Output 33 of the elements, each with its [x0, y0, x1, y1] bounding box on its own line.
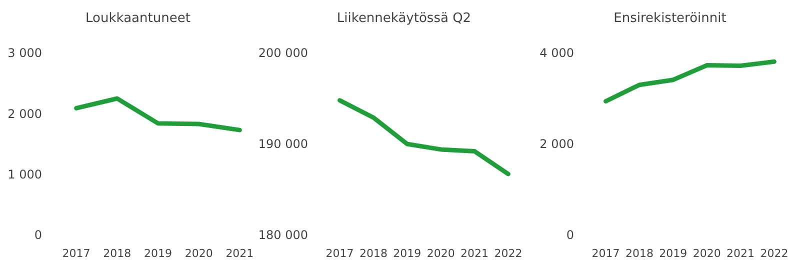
x-tick-label: 2020	[184, 247, 213, 260]
x-tick-label: 2017	[62, 247, 90, 260]
chart-title: Loukkaantuneet	[86, 11, 190, 26]
y-tick-label: 0	[34, 228, 42, 242]
x-tick-label: 2018	[625, 247, 654, 260]
x-tick-label: 2019	[144, 247, 172, 260]
x-tick-label: 2020	[692, 247, 721, 260]
y-tick-label: 2 000	[540, 137, 574, 152]
y-tick-label: 0	[566, 228, 574, 242]
line-series	[74, 96, 242, 132]
y-tick-label: 200 000	[258, 46, 308, 60]
y-tick-label: 180 000	[258, 228, 308, 242]
x-tick-label: 2018	[359, 247, 388, 260]
chart-title: Liikennekäytössä Q2	[336, 11, 472, 26]
y-tick-label: 1 000	[8, 168, 42, 182]
x-tick-label: 2020	[426, 247, 455, 260]
x-tick-label: 2021	[226, 247, 254, 260]
x-tick-label: 2017	[592, 247, 620, 260]
x-tick-label: 2021	[726, 247, 755, 260]
x-tick-label: 2018	[103, 247, 132, 260]
x-tick-label: 2019	[659, 247, 688, 260]
y-tick-label: 4 000	[540, 46, 574, 60]
line-series	[604, 59, 776, 104]
x-tick-label: 2022	[760, 247, 788, 260]
chart-title: Ensirekisteröinnit	[614, 11, 726, 26]
y-tick-label: 2 000	[8, 106, 42, 121]
x-tick-label: 2022	[494, 247, 522, 260]
x-tick-label: 2021	[460, 247, 489, 260]
x-tick-label: 2017	[326, 247, 354, 260]
x-tick-label: 2019	[393, 247, 422, 260]
y-tick-label: 190 000	[258, 137, 308, 152]
y-tick-label: 3 000	[8, 46, 42, 60]
line-series	[338, 98, 510, 176]
